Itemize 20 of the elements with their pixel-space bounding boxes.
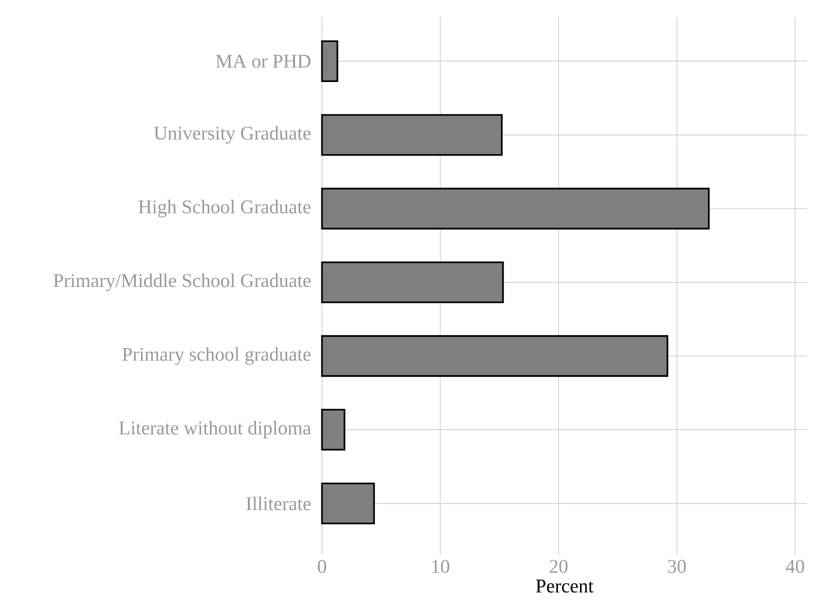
x-tick-label: 0 — [318, 560, 326, 573]
x-tick-label: 20 — [550, 560, 568, 573]
y-tick-label: Illiterate — [246, 496, 311, 510]
y-tick-label: High School Graduate — [138, 200, 311, 218]
bar — [321, 40, 338, 82]
bar — [321, 114, 503, 156]
y-tick-label: Primary school graduate — [122, 347, 311, 365]
bar — [321, 408, 346, 451]
y-tick-label: MA or PHD — [216, 54, 310, 68]
bar — [321, 261, 504, 304]
bar — [321, 188, 710, 230]
x-tick-label: 40 — [786, 560, 804, 573]
y-tick-label: Literate without diploma — [119, 420, 311, 438]
y-tick-label: Primary/Middle School Graduate — [54, 273, 311, 292]
x-tick-label: 30 — [668, 560, 686, 573]
bar — [321, 335, 668, 377]
bar — [321, 482, 375, 524]
x-tick-label: 10 — [432, 560, 450, 573]
x-axis-title: Percent — [536, 580, 594, 593]
y-tick-label: University Graduate — [154, 126, 311, 144]
